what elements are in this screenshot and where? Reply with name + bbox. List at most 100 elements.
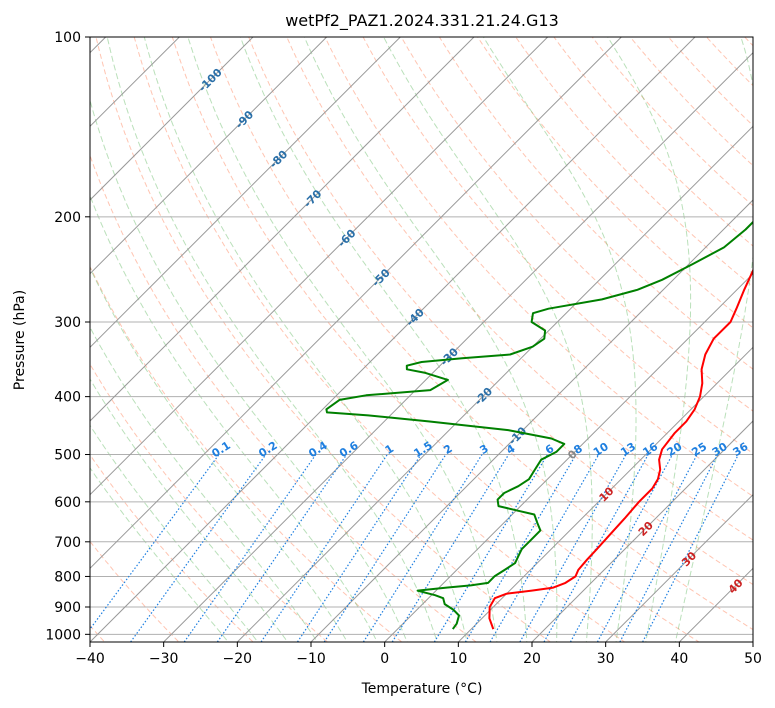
moist-adiabat-line xyxy=(607,37,692,642)
moist-adiabat-line xyxy=(187,37,498,642)
isotherm-line xyxy=(678,567,753,642)
dry-adiabat-line xyxy=(477,37,753,329)
x-tick-label: 50 xyxy=(744,651,762,667)
mixing-ratio-line xyxy=(519,454,627,642)
dewpoint-profile-line xyxy=(325,220,753,630)
mixing-ratio-label: 30 xyxy=(710,440,730,459)
moist-adiabat-line xyxy=(303,37,558,642)
dry-adiabat-line xyxy=(629,37,753,167)
mixing-ratio-label: 0.4 xyxy=(306,439,330,461)
x-tick-label: 30 xyxy=(597,651,615,667)
y-tick-label: 600 xyxy=(54,495,81,511)
dry-adiabat-line xyxy=(133,37,626,642)
mixing-ratio-label: 36 xyxy=(731,440,751,459)
dry-adiabat-line xyxy=(591,37,753,207)
dry-adiabat-line xyxy=(362,37,753,455)
mixing-ratio-line xyxy=(216,454,348,642)
y-tick-label: 800 xyxy=(54,569,81,585)
moist-adiabat-line xyxy=(90,266,348,642)
moist-adiabat-line xyxy=(90,98,408,642)
x-tick-label: 0 xyxy=(380,651,389,667)
isotherm-line xyxy=(90,37,696,642)
y-tick-label: 500 xyxy=(54,448,81,464)
mixing-ratio-line xyxy=(296,454,422,642)
y-tick-label: 300 xyxy=(54,315,81,331)
mixing-ratio-line xyxy=(323,454,447,642)
x-ticks: −40 −30 −20 −10 0 10 20 30 40 50 xyxy=(75,642,762,667)
moist-adiabat-line xyxy=(106,37,438,642)
dry-adiabat-line xyxy=(553,37,753,247)
isotherm-line xyxy=(457,346,753,642)
line-labels: 0.1 0.2 0.4 0.6 1 1.5 2 3 4 6 8 10 13 16 20 25 30 36-100-… xyxy=(196,66,751,597)
mixing-ratio-line xyxy=(489,454,600,642)
mixing-ratio-line xyxy=(90,454,220,631)
dry-adiabat-line xyxy=(90,540,180,642)
dry-adiabat-line xyxy=(515,37,753,288)
moist-adiabat-line xyxy=(239,37,528,642)
x-tick-label: 20 xyxy=(523,651,541,667)
dry-adiabat-line xyxy=(171,37,700,642)
mixing-ratio-line xyxy=(619,454,719,642)
isotherm-line xyxy=(531,420,753,642)
y-tick-label: 200 xyxy=(54,210,81,226)
mixing-ratio-line xyxy=(362,454,483,642)
x-tick-label: −40 xyxy=(75,651,105,667)
isotherm-line xyxy=(90,37,622,570)
mixing-ratio-line xyxy=(464,454,577,642)
mixing-ratio-line xyxy=(596,454,698,642)
isotherm-line xyxy=(384,272,753,642)
dry-adiabat-line xyxy=(209,37,753,631)
moist-adiabat-line xyxy=(482,37,637,642)
y-axis-label: Pressure (hPa) xyxy=(12,290,28,390)
mixing-ratio-line xyxy=(543,454,649,642)
isotherm-line xyxy=(90,37,328,275)
y-tick-label: 900 xyxy=(54,600,81,616)
y-tick-label: 400 xyxy=(54,390,81,406)
mixing-ratio-line xyxy=(260,454,388,642)
isotherm-line xyxy=(605,493,753,642)
isotherm-label: -90 xyxy=(233,108,256,131)
dry-adiabat-line xyxy=(286,37,753,541)
dry-adiabat-line xyxy=(744,37,753,47)
dry-adiabat-line xyxy=(90,265,403,642)
x-tick-label: −30 xyxy=(149,651,179,667)
x-tick-label: 40 xyxy=(670,651,688,667)
moist-adiabat-line xyxy=(90,194,378,642)
isotherm-line xyxy=(90,37,475,422)
dry-adiabat-line xyxy=(770,24,775,647)
isotherm-line xyxy=(752,641,753,642)
isotherm-line xyxy=(90,37,401,349)
y-ticks: 1000 900 800 700 600 500 400 300 200 100 xyxy=(45,30,90,643)
isotherm-line xyxy=(310,199,753,642)
dry-adiabat-line xyxy=(324,37,753,498)
background-lines xyxy=(90,24,775,647)
mixing-ratio-line xyxy=(642,454,739,642)
y-tick-label: 1000 xyxy=(45,627,81,643)
moist-adiabat-line xyxy=(143,37,468,642)
mixing-ratio-line xyxy=(130,454,267,642)
x-tick-label: −10 xyxy=(296,651,326,667)
isotherm-line xyxy=(90,37,549,496)
dry-adiabat-line xyxy=(248,37,753,586)
x-tick-label: −20 xyxy=(223,651,253,667)
plot-frame xyxy=(89,36,754,643)
mixing-ratio-label: 25 xyxy=(689,440,709,459)
temperature-profile-line xyxy=(488,268,753,630)
y-tick-label: 100 xyxy=(54,30,81,46)
moist-adiabat-line xyxy=(90,326,319,642)
x-axis-label: Temperature (°C) xyxy=(361,681,483,697)
mixing-ratio-line xyxy=(569,454,673,642)
profile-series xyxy=(325,220,753,630)
mixing-ratio-label: 1.5 xyxy=(411,439,434,460)
dry-adiabat-line xyxy=(400,37,753,412)
moist-adiabat-line xyxy=(90,378,289,642)
isotherm-line xyxy=(236,125,753,642)
moist-adiabat-line xyxy=(90,424,259,642)
isotherm-line xyxy=(163,51,753,642)
y-tick-label: 700 xyxy=(54,535,81,551)
x-tick-label: 10 xyxy=(449,651,467,667)
mixing-ratio-line xyxy=(433,454,548,642)
mixing-ratio-label: 10 xyxy=(591,440,611,459)
moist-adiabat-line xyxy=(383,37,593,642)
